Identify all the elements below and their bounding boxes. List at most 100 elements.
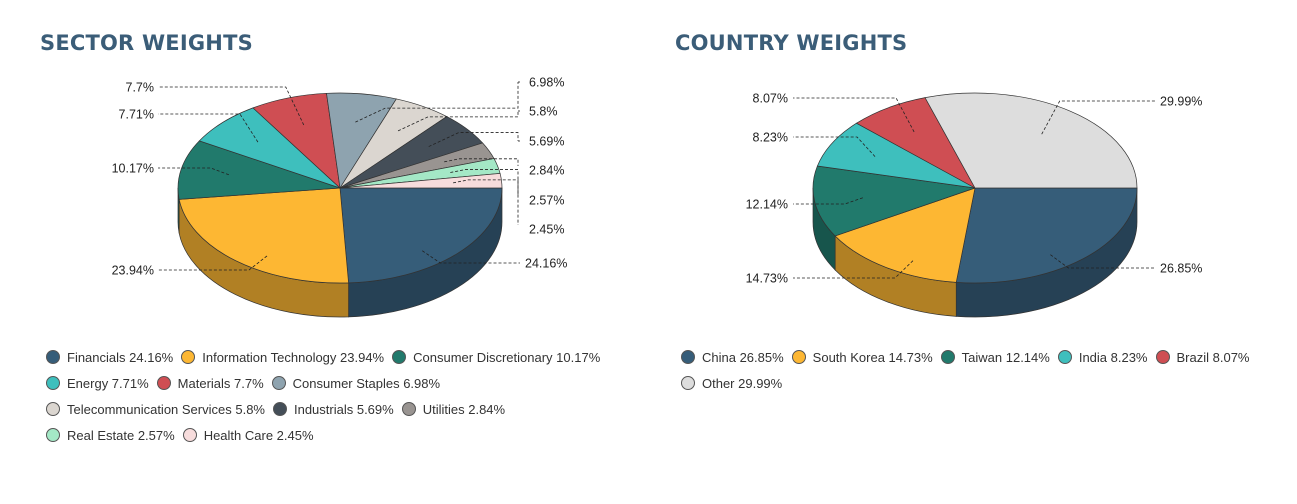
legend-swatch xyxy=(46,428,60,442)
legend-row: Real Estate 2.57% Health Care 2.45% xyxy=(46,422,608,448)
legend-label: Telecommunication Services 5.8% xyxy=(67,401,265,417)
leader-line xyxy=(793,136,876,157)
leader-line xyxy=(158,113,259,143)
slice-information-technology xyxy=(178,187,349,284)
slice-taiwan xyxy=(812,165,976,237)
legend-item-brazil[interactable]: Brazil 8.07% xyxy=(1155,349,1250,365)
leader-line xyxy=(1050,254,1155,269)
legend-item-consumer-discretionary[interactable]: Consumer Discretionary 10.17% xyxy=(392,350,600,365)
data-label-consumer-discretionary: 10.17% xyxy=(112,162,154,176)
legend-swatch xyxy=(272,402,287,416)
legend-item-information-technology[interactable]: Information Technology 23.94% xyxy=(181,350,384,365)
slice-consumer-discretionary xyxy=(177,140,341,200)
data-labels: 24.16% 23.94% 10.17% 7.71% 7.7% 6.98% 5.8% 5.69… xyxy=(112,76,568,278)
pie-top xyxy=(812,92,1138,284)
leader-line xyxy=(793,97,915,133)
data-label-china: 26.85% xyxy=(1160,262,1202,276)
legend-row: Financials 24.16% Information Technology … xyxy=(46,344,608,370)
legend-label: South Korea 14.73% xyxy=(812,349,933,365)
legend-item-real-estate[interactable]: Real Estate 2.57% xyxy=(46,428,175,443)
slice-health-care xyxy=(339,173,503,189)
leader-line xyxy=(428,132,519,147)
legend-item-industrials[interactable]: Industrials 5.69% xyxy=(272,401,394,417)
country-weights-legend: China 26.85% South Korea 14.73% Taiwan 12.… xyxy=(681,344,1257,396)
legend-swatch xyxy=(392,350,407,364)
legend-swatch xyxy=(681,376,695,390)
leader-line xyxy=(1041,100,1155,135)
legend-label: Other 29.99% xyxy=(702,375,783,391)
data-label-other: 29.99% xyxy=(1160,95,1202,109)
data-label-india: 8.23% xyxy=(753,131,788,145)
legend-item-china[interactable]: China 26.85% xyxy=(681,350,784,365)
legend-swatch xyxy=(181,350,196,364)
data-label-energy: 7.71% xyxy=(119,108,154,122)
legend-label: Industrials 5.69% xyxy=(293,401,394,417)
legend-item-financials[interactable]: Financials 24.16% xyxy=(46,350,173,365)
data-label-taiwan: 12.14% xyxy=(746,198,788,212)
data-label-consumer-staples: 6.98% xyxy=(529,76,564,90)
legend-swatch xyxy=(156,376,171,390)
data-label-materials: 7.7% xyxy=(126,81,155,95)
legend-label: India 8.23% xyxy=(1078,349,1148,365)
legend-swatch xyxy=(46,376,60,390)
legend-item-taiwan[interactable]: Taiwan 12.14% xyxy=(940,349,1050,365)
leader-line xyxy=(158,255,268,271)
legend-label: Financials 24.16% xyxy=(67,349,174,365)
leader-line xyxy=(444,158,519,166)
legend-label: Taiwan 12.14% xyxy=(961,349,1050,365)
legend-swatch xyxy=(46,402,60,416)
legend-label: Information Technology 23.94% xyxy=(202,349,385,365)
slice-other xyxy=(924,92,1138,189)
data-label-real-estate: 2.57% xyxy=(529,194,564,208)
legend-item-materials[interactable]: Materials 7.7% xyxy=(156,375,264,391)
leader-line xyxy=(452,179,519,225)
legend-label: Brazil 8.07% xyxy=(1176,349,1250,365)
data-label-telecommunication-services: 5.8% xyxy=(529,105,558,119)
legend-label: Energy 7.71% xyxy=(67,375,149,391)
data-label-brazil: 8.07% xyxy=(753,92,788,106)
legend-item-health-care[interactable]: Health Care 2.45% xyxy=(182,427,314,443)
legend-item-energy[interactable]: Energy 7.71% xyxy=(46,376,149,391)
leader-line xyxy=(158,86,305,126)
legend-swatch xyxy=(271,376,286,390)
country-weights-title: COUNTRY WEIGHTS xyxy=(675,31,908,55)
legend-item-utilities[interactable]: Utilities 2.84% xyxy=(401,402,505,417)
legend-item-south-korea[interactable]: South Korea 14.73% xyxy=(791,349,933,365)
legend-swatch xyxy=(681,350,695,364)
slice-south-korea xyxy=(834,187,976,283)
legend-swatch xyxy=(1057,350,1072,364)
leader-line xyxy=(450,169,519,196)
legend-item-other[interactable]: Other 29.99% xyxy=(681,376,782,391)
legend-row: Telecommunication Services 5.8% Industria… xyxy=(46,396,608,422)
sector-weights-title: SECTOR WEIGHTS xyxy=(40,31,253,55)
country-weights-pie: 26.85% 14.73% 12.14% 8.23% 8.07% 29.99% xyxy=(746,92,1202,318)
data-label-industrials: 5.69% xyxy=(529,135,564,149)
data-label-health-care: 2.45% xyxy=(529,223,564,237)
legend-label: Health Care 2.45% xyxy=(203,427,314,443)
sector-weights-panel: SECTOR WEIGHTS 24.16% 23.94% 10.17% 7.71% 7.… xyxy=(40,31,608,448)
data-label-south-korea: 14.73% xyxy=(746,272,788,286)
leader-line xyxy=(793,260,914,279)
legend-row: Other 29.99% xyxy=(681,370,1257,396)
data-label-utilities: 2.84% xyxy=(529,164,564,178)
legend-swatch xyxy=(1155,350,1170,364)
leader-line xyxy=(158,167,229,176)
pie-top xyxy=(177,92,503,284)
sector-weights-pie: 24.16% 23.94% 10.17% 7.71% 7.7% 6.98% 5.8% 5.69… xyxy=(112,76,568,318)
leader-line xyxy=(355,82,519,123)
slice-financials xyxy=(339,187,503,284)
legend-swatch xyxy=(182,428,197,442)
legend-label: Materials 7.7% xyxy=(177,375,264,391)
slice-china xyxy=(955,187,1138,284)
data-label-financials: 24.16% xyxy=(525,257,567,271)
legend-item-india[interactable]: India 8.23% xyxy=(1057,349,1148,365)
country-weights-panel: COUNTRY WEIGHTS 26.85% 14.73% 12.14% 8.23% 8… xyxy=(650,0,1297,504)
leader-line xyxy=(793,197,863,205)
legend-item-telecommunication-services[interactable]: Telecommunication Services 5.8% xyxy=(46,402,265,417)
data-label-information-technology: 23.94% xyxy=(112,264,154,278)
legend-swatch xyxy=(940,350,955,364)
legend-swatch xyxy=(46,350,60,364)
legend-item-consumer-staples[interactable]: Consumer Staples 6.98% xyxy=(271,376,440,391)
sector-weights-legend: Financials 24.16% Information Technology … xyxy=(46,344,608,448)
legend-label: China 26.85% xyxy=(702,349,784,365)
